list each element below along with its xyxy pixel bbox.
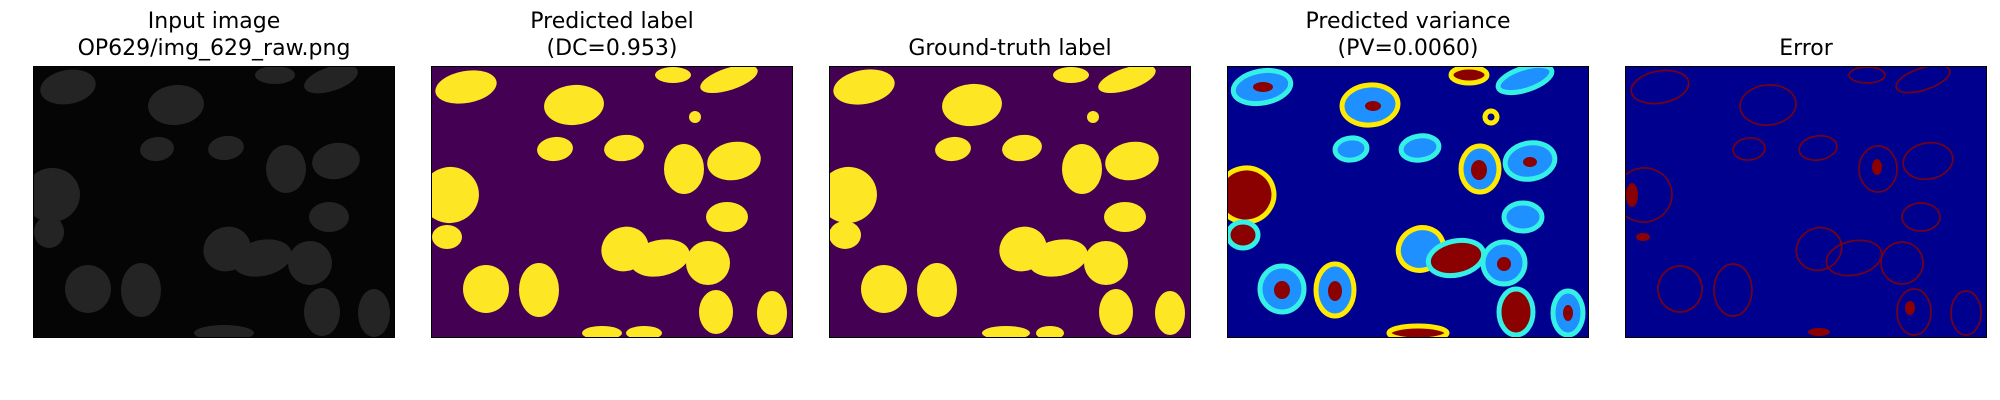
predicted-label-title: Predicted label — [530, 9, 694, 34]
predicted-label-panel: Predicted label (DC=0.953) — [431, 0, 793, 400]
error-blobs — [1626, 159, 1915, 336]
variance-nuclei — [1228, 67, 1586, 337]
input-image-frame — [33, 66, 395, 338]
ground-truth-svg — [830, 67, 1190, 337]
input-nuclei — [34, 67, 390, 337]
ground-truth-frame — [829, 66, 1191, 338]
error-contours — [1626, 67, 1982, 336]
input-image-svg — [34, 67, 394, 337]
predicted-variance-value: (PV=0.0060) — [1337, 36, 1479, 61]
ground-truth-mask-nuclei — [830, 67, 1185, 337]
error-panel: Error — [1625, 0, 1987, 400]
input-image-path: OP629/img_629_raw.png — [77, 36, 351, 61]
predicted-variance-svg — [1228, 67, 1588, 337]
predicted-label-dice: (DC=0.953) — [546, 36, 678, 61]
variance-hotspots — [1253, 82, 1573, 321]
predicted-variance-panel: Predicted variance (PV=0.0060) — [1227, 0, 1589, 400]
ground-truth-title: Ground-truth label — [908, 36, 1112, 61]
predicted-label-svg — [432, 67, 792, 337]
error-title: Error — [1779, 36, 1833, 61]
input-image-title: Input image — [147, 9, 281, 34]
ground-truth-panel: Ground-truth label — [829, 0, 1191, 400]
predicted-label-frame — [431, 66, 793, 338]
predicted-variance-title: Predicted variance — [1305, 9, 1511, 34]
input-image-panel: Input image OP629/img_629_raw.png — [33, 0, 395, 400]
error-frame — [1625, 66, 1987, 338]
error-svg — [1626, 67, 1986, 337]
predicted-mask-nuclei — [432, 67, 787, 337]
predicted-variance-frame — [1227, 66, 1589, 338]
